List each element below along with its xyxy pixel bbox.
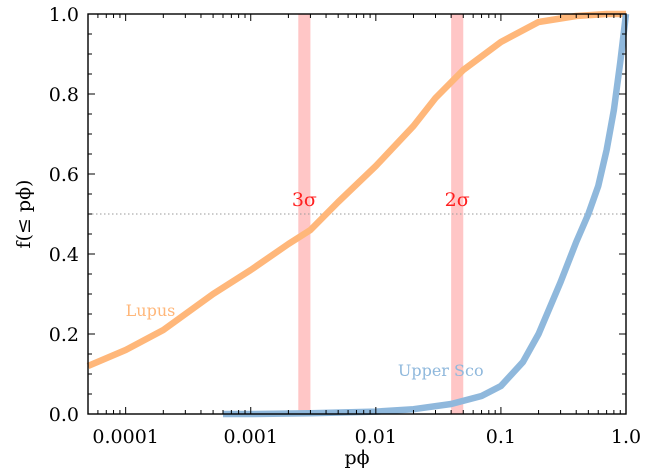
series-label-lupus: Lupus (126, 301, 176, 320)
sigma-band-label-0: 3σ (292, 189, 317, 211)
ticks-layer (87, 13, 627, 415)
y-axis-title: f(≤ pϕ) (13, 180, 35, 249)
x-axis-title: pϕ (344, 447, 369, 469)
tick-labels-layer: 0.0001 0.001 0.01 0.1 1.0 0.0 0.2 0.4 0.6 0.8 1.0 (49, 4, 641, 448)
series-layer (86, 10, 630, 418)
band-labels-layer: 3σ 2σ (292, 189, 470, 211)
series-label-upper-sco: Upper Sco (398, 361, 484, 380)
y-tick-label: 0.0 (49, 404, 79, 426)
y-tick-label: 1.0 (49, 4, 79, 26)
x-tick-label: 0.0001 (92, 426, 158, 448)
x-tick-label: 0.01 (355, 426, 397, 448)
y-tick-label: 0.6 (49, 164, 79, 186)
series-line-lupus (86, 10, 626, 369)
x-tick-label: 1.0 (611, 426, 641, 448)
y-tick-label: 0.8 (49, 84, 79, 106)
y-tick-label: 0.4 (49, 244, 79, 266)
x-tick-label: 0.1 (486, 426, 516, 448)
y-tick-label: 0.2 (49, 324, 79, 346)
sigma-band-label-1: 2σ (445, 189, 470, 211)
series-line-upper-sco (222, 13, 630, 418)
series-labels-layer: Lupus Upper Sco (126, 301, 484, 380)
x-tick-label: 0.001 (224, 426, 278, 448)
